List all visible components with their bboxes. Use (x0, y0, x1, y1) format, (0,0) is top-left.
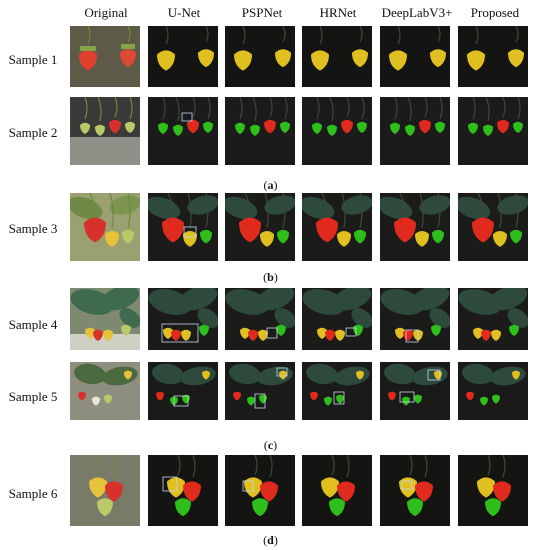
caption-c: (c) (263, 438, 278, 452)
tile-sample-3-deeplabv3plus (380, 193, 450, 261)
tile-sample-3-original (70, 193, 140, 261)
tile-sample-6-deeplabv3plus (380, 455, 450, 526)
tile-sample-1-unet (148, 26, 218, 87)
tile-sample-5-unet (148, 362, 218, 420)
tile-sample-6-original (70, 455, 140, 526)
row-label-sample-5: Sample 5 (8, 389, 58, 404)
tile-sample-4-pspnet (225, 288, 295, 350)
tile-sample-1-proposed (458, 26, 528, 87)
tile-sample-1-deeplabv3plus (380, 26, 450, 87)
caption-d: (d) (263, 533, 278, 547)
tile-sample-2-hrnet (302, 97, 372, 165)
tile-sample-4-hrnet (302, 288, 372, 350)
tile-sample-3-unet (148, 193, 218, 261)
tile-sample-2-deeplabv3plus (380, 97, 450, 165)
tile-sample-4-original (70, 288, 140, 350)
tile-sample-4-deeplabv3plus (380, 288, 450, 350)
tile-sample-3-hrnet (302, 193, 372, 261)
row-label-sample-1: Sample 1 (8, 52, 58, 67)
tile-sample-4-unet (148, 288, 218, 350)
tile-sample-1-hrnet (302, 26, 372, 87)
tile-sample-6-hrnet (302, 455, 372, 526)
tile-sample-6-proposed (458, 455, 528, 526)
tile-sample-5-pspnet (225, 362, 295, 420)
row-label-sample-2: Sample 2 (8, 125, 58, 140)
tile-sample-5-original (70, 362, 140, 420)
column-header-unet: U-Net (167, 5, 201, 20)
column-header-deeplabv3plus: DeepLabV3+ (381, 5, 453, 20)
tile-sample-2-original (70, 97, 140, 165)
column-header-pspnet: PSPNet (241, 5, 283, 20)
tile-sample-3-pspnet (225, 193, 295, 261)
tile-sample-2-proposed (458, 97, 528, 165)
caption-b: (b) (263, 270, 278, 284)
caption-a: (a) (263, 178, 278, 192)
tile-sample-4-proposed (458, 288, 528, 350)
row-label-sample-3: Sample 3 (8, 221, 58, 236)
tile-sample-2-unet (148, 97, 218, 165)
column-header-original: Original (84, 5, 128, 20)
tile-sample-6-unet (148, 455, 218, 526)
tile-sample-5-deeplabv3plus (380, 362, 450, 420)
column-header-proposed: Proposed (470, 5, 520, 20)
tile-sample-2-pspnet (225, 97, 295, 165)
column-header-hrnet: HRNet (319, 5, 357, 20)
tile-sample-6-pspnet (225, 455, 295, 526)
tile-sample-1-pspnet (225, 26, 295, 87)
row-label-sample-6: Sample 6 (8, 486, 58, 501)
tile-sample-5-proposed (458, 362, 528, 420)
tile-sample-1-original (70, 26, 140, 87)
tile-sample-5-hrnet (302, 362, 372, 420)
row-label-sample-4: Sample 4 (8, 317, 58, 332)
tile-sample-3-proposed (458, 193, 528, 261)
